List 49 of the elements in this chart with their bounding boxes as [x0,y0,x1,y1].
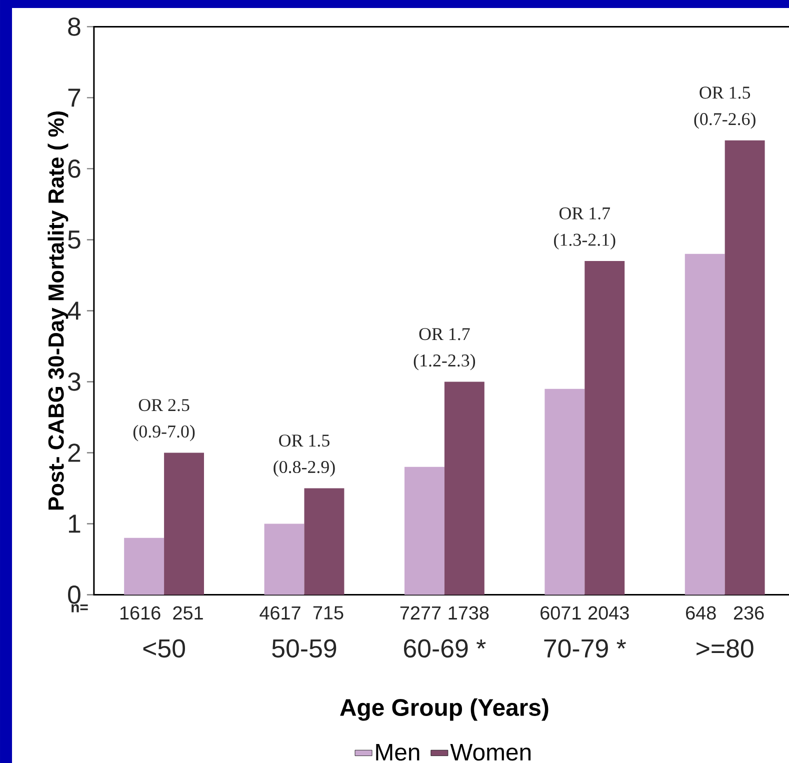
annotation: (0.9-7.0) [133,424,195,442]
annotation: 1738 [448,606,489,620]
x-tick-label: >=80 [696,639,754,658]
bar [404,466,444,595]
annotation: 251 [173,606,203,620]
annotation: 648 [686,606,716,620]
y-tick-label: 8 [68,18,80,36]
y-axis-title: Post- CABG 30-Day Mortality Rate ( %) [48,112,68,510]
annotation: 715 [313,606,344,620]
annotation: (1.3-2.1) [554,233,616,250]
annotation: OR 1.5 [700,86,750,99]
y-tick-label: 7 [68,88,80,107]
bar [544,388,585,595]
y-tick-label: 5 [68,230,80,249]
x-tick-label: 70-79 * [544,639,626,658]
annotation: OR 1.7 [419,328,470,340]
bar [724,140,765,595]
y-tick-label: 2 [68,444,80,462]
annotation: 6071 [540,606,581,620]
y-tick-label: 3 [68,372,80,391]
annotation: 4617 [260,606,300,620]
text: n= [72,604,88,612]
annotation: OR 1.5 [279,434,330,447]
bar [304,488,344,595]
bar [444,382,484,595]
annotation: OR 2.5 [138,399,190,412]
x-tick-label: 60-69 * [404,639,486,658]
bar [684,254,725,595]
annotation: (1.2-2.3) [414,354,476,370]
annotation: OR 1.7 [559,207,610,220]
annotation: (0.7-2.6) [694,112,756,129]
y-tick-label: 0 [68,586,80,604]
legend-label: Women [450,744,531,761]
annotation: 1616 [120,606,160,620]
bar [264,524,304,595]
x-tick-label: 50-59 [272,639,336,658]
annotation: 236 [734,606,764,620]
y-tick-label: 4 [68,302,81,320]
legend-label: Men [376,744,420,761]
bar [584,261,625,595]
bar [124,538,164,595]
annotation: 7277 [400,606,441,620]
bar [164,452,204,595]
x-tick-label: <50 [143,639,185,658]
y-tick-label: 6 [68,160,80,178]
y-tick-label: 1 [68,514,80,533]
x-axis-title: Age Group (Years) [340,698,548,721]
annotation: 2043 [588,606,629,620]
annotation: (0.8-2.9) [274,460,335,477]
